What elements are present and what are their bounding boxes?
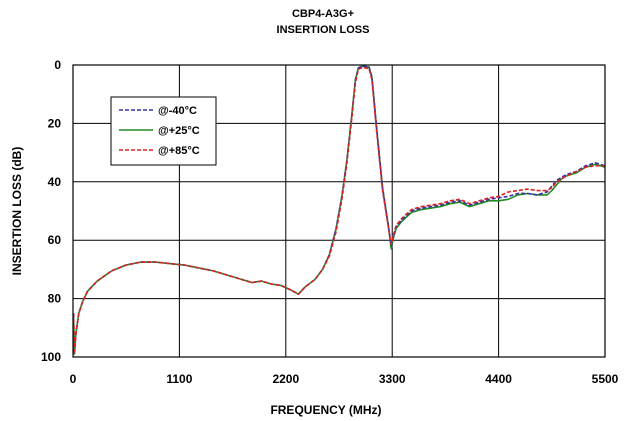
y-tick-label-1: 20 — [48, 116, 62, 130]
y-tick-labels: 0 20 40 60 80 100 — [41, 58, 61, 364]
plot-frame — [72, 64, 606, 358]
plot-area-border — [72, 64, 606, 358]
chart-subtitle: INSERTION LOSS — [277, 24, 370, 36]
series-lines — [72, 65, 606, 355]
x-tick-label-5: 5500 — [592, 372, 619, 386]
series-line-2 — [72, 67, 605, 355]
x-tick-label-0: 0 — [70, 372, 77, 386]
x-tick-label-3: 3300 — [379, 372, 406, 386]
x-tick-label-4: 4400 — [485, 372, 512, 386]
x-tick-labels: 0 1100 2200 3300 4400 5500 — [70, 372, 619, 386]
x-axis-label: FREQUENCY (MHz) — [270, 403, 381, 417]
series-line-0 — [72, 65, 606, 355]
legend: @-40°C @+25°C @+85°C — [110, 96, 217, 166]
x-tick-label-1: 1100 — [166, 372, 192, 386]
y-tick-label-0: 0 — [54, 58, 61, 72]
y-tick-label-3: 60 — [48, 233, 62, 247]
legend-label-1: @+25°C — [158, 125, 200, 137]
legend-box — [110, 96, 217, 166]
y-tick-label-2: 40 — [48, 175, 62, 189]
x-tick-label-2: 2200 — [272, 372, 299, 386]
y-tick-label-5: 100 — [41, 350, 61, 364]
chart-title: CBP4-A3G+ — [292, 8, 354, 20]
legend-label-0: @-40°C — [158, 105, 197, 117]
legend-label-2: @+85°C — [158, 145, 200, 157]
y-axis-label: INSERTION LOSS (dB) — [10, 147, 24, 276]
y-tick-label-4: 80 — [48, 292, 62, 306]
series-line-1 — [72, 65, 606, 355]
